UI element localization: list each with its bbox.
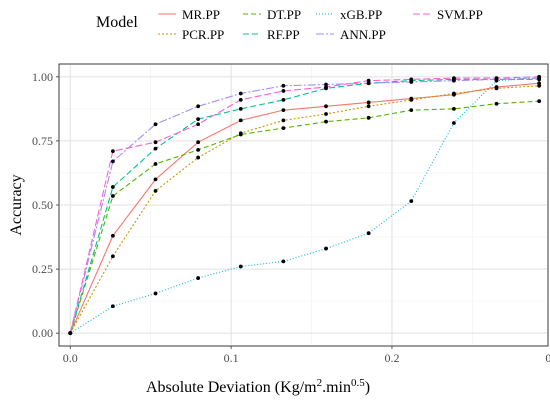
point-ann-pp bbox=[153, 122, 158, 127]
x-tick-label: 0.0 bbox=[63, 351, 78, 365]
point-dt-pp bbox=[494, 101, 499, 106]
legend-label-rf-pp: RF.PP bbox=[267, 27, 300, 42]
series-line-dt-pp bbox=[69, 100, 540, 334]
point-pcr-pp bbox=[324, 112, 328, 116]
y-tick-label: 0.75 bbox=[32, 134, 53, 148]
point-rf-pp bbox=[153, 146, 158, 151]
point-xgb-pp bbox=[153, 291, 158, 296]
point-mr-pp bbox=[196, 140, 201, 145]
x-tick-label: 0.2 bbox=[384, 351, 399, 365]
point-svm-pp bbox=[537, 74, 542, 79]
series-line-ann-pp bbox=[69, 77, 540, 334]
point-ann-pp bbox=[110, 159, 115, 164]
point-xgb-pp bbox=[110, 304, 115, 309]
point-dt-pp bbox=[366, 115, 371, 120]
series-line-mr-pp bbox=[69, 82, 540, 334]
series-lines bbox=[69, 76, 540, 334]
point-rf-pp bbox=[110, 185, 115, 189]
point-dt-pp bbox=[238, 132, 243, 137]
legend-label-xgb-pp: xGB.PP bbox=[340, 7, 382, 22]
point-mr-pp bbox=[238, 118, 243, 123]
legend-label-mr-pp: MR.PP bbox=[182, 7, 220, 22]
legend-label-pcr-pp: PCR.PP bbox=[182, 27, 224, 42]
point-svm-pp bbox=[409, 77, 414, 82]
point-ann-pp bbox=[281, 83, 286, 88]
point-pcr-pp bbox=[196, 155, 201, 160]
x-tick-label: 0.1 bbox=[224, 351, 239, 365]
y-tick-label: 0.00 bbox=[32, 326, 53, 340]
point-mr-pp bbox=[110, 233, 115, 238]
point-xgb-pp bbox=[366, 231, 371, 236]
point-svm-pp bbox=[281, 89, 286, 93]
point-dt-pp bbox=[537, 99, 542, 104]
point-xgb-pp bbox=[451, 121, 456, 125]
point-pcr-pp bbox=[281, 118, 286, 123]
point-dt-pp bbox=[324, 119, 328, 124]
point-pcr-pp bbox=[537, 83, 542, 88]
legend-title: Model bbox=[96, 14, 138, 31]
y-tick-label: 1.00 bbox=[32, 70, 53, 84]
series-line-xgb-pp bbox=[69, 77, 540, 334]
point-mr-pp bbox=[281, 108, 286, 113]
point-dt-pp bbox=[196, 147, 201, 152]
legend-label-svm-pp: SVM.PP bbox=[437, 7, 483, 22]
x-axis: 0.0 0.1 0.2 0.3 bbox=[63, 346, 550, 365]
point-mr-pp bbox=[324, 104, 328, 109]
point-mr-pp bbox=[153, 177, 158, 182]
point-dt-pp bbox=[409, 108, 414, 113]
point-pcr-pp bbox=[409, 97, 414, 102]
point-svm-pp bbox=[494, 76, 499, 80]
point-svm-pp bbox=[196, 122, 201, 127]
grid bbox=[59, 64, 548, 346]
point-ann-pp bbox=[238, 91, 243, 96]
point-mr-pp bbox=[366, 100, 371, 105]
point-svm-pp bbox=[68, 331, 73, 336]
series-line-rf-pp bbox=[69, 78, 540, 334]
point-svm-pp bbox=[324, 85, 328, 89]
series-line-pcr-pp bbox=[69, 85, 540, 334]
point-pcr-pp bbox=[366, 104, 371, 109]
point-xgb-pp bbox=[324, 246, 328, 251]
point-xgb-pp bbox=[409, 199, 414, 204]
point-svm-pp bbox=[451, 76, 456, 80]
point-xgb-pp bbox=[281, 259, 286, 264]
y-axis: 0.00 0.25 0.50 0.75 1.00 bbox=[32, 70, 59, 340]
point-xgb-pp bbox=[196, 276, 201, 280]
point-xgb-pp bbox=[238, 264, 243, 269]
series-line-svm-pp bbox=[69, 76, 540, 334]
point-rf-pp bbox=[196, 117, 201, 122]
point-dt-pp bbox=[153, 162, 158, 166]
point-svm-pp bbox=[238, 97, 243, 102]
point-dt-pp bbox=[281, 126, 286, 130]
point-pcr-pp bbox=[494, 86, 499, 91]
point-dt-pp bbox=[451, 106, 456, 111]
point-rf-pp bbox=[238, 106, 243, 111]
x-tick-label: 0.3 bbox=[545, 351, 550, 365]
legend: Model MR.PP PCR.PP DT.PP RF.PP xGB.PP ANN.PP S… bbox=[96, 7, 483, 42]
legend-label-dt-pp: DT.PP bbox=[267, 7, 301, 22]
point-svm-pp bbox=[110, 149, 115, 154]
point-pcr-pp bbox=[153, 189, 158, 193]
y-tick-label: 0.25 bbox=[32, 262, 53, 276]
series-points bbox=[68, 74, 542, 336]
point-pcr-pp bbox=[451, 91, 456, 96]
point-svm-pp bbox=[366, 78, 371, 83]
x-axis-title: Absolute Deviation (Kg/m2.min0.5) bbox=[146, 377, 370, 396]
point-rf-pp bbox=[281, 97, 286, 102]
point-svm-pp bbox=[153, 140, 158, 145]
point-dt-pp bbox=[110, 194, 115, 198]
point-pcr-pp bbox=[110, 254, 115, 259]
point-ann-pp bbox=[196, 104, 201, 109]
y-axis-title: Accuracy bbox=[8, 174, 25, 235]
y-tick-label: 0.50 bbox=[32, 198, 53, 212]
legend-label-ann-pp: ANN.PP bbox=[340, 27, 386, 42]
